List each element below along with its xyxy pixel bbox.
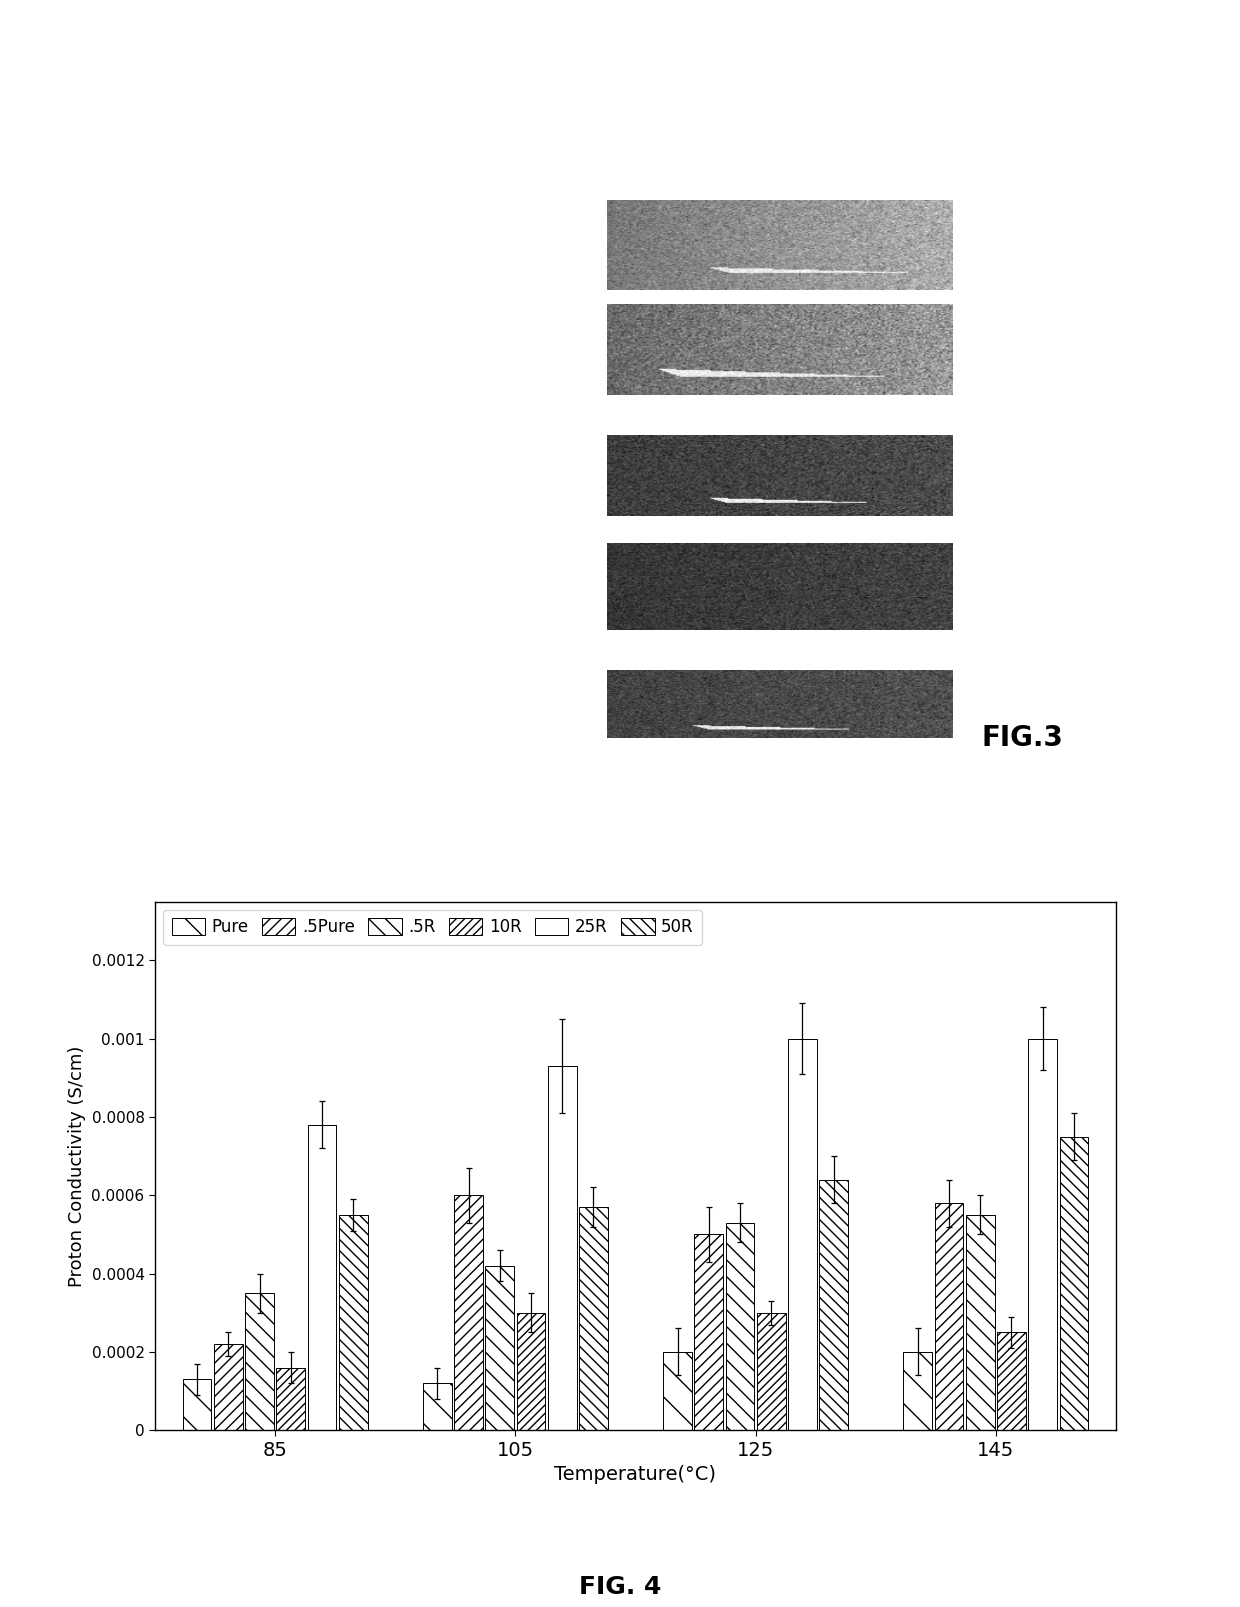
Bar <box>904 1351 932 1430</box>
Bar <box>215 1343 243 1430</box>
Bar <box>935 1204 963 1430</box>
Bar <box>997 1332 1025 1430</box>
Bar <box>966 1215 994 1430</box>
Bar <box>1028 1038 1056 1430</box>
Bar <box>308 1125 336 1430</box>
Legend: Pure, .5Pure, .5R, 10R, 25R, 50R: Pure, .5Pure, .5R, 10R, 25R, 50R <box>164 910 702 945</box>
Bar <box>277 1368 305 1430</box>
Bar <box>454 1196 482 1430</box>
Bar <box>694 1234 723 1430</box>
Bar <box>725 1223 754 1430</box>
Bar <box>756 1313 786 1430</box>
Bar <box>517 1313 546 1430</box>
Bar <box>820 1180 848 1430</box>
Bar <box>246 1294 274 1430</box>
Text: FIG.3: FIG.3 <box>982 723 1064 752</box>
Bar <box>789 1038 817 1430</box>
X-axis label: Temperature(°C): Temperature(°C) <box>554 1466 717 1485</box>
Text: FIG. 4: FIG. 4 <box>579 1575 661 1599</box>
Bar <box>663 1351 692 1430</box>
Bar <box>1060 1136 1089 1430</box>
Bar <box>423 1384 451 1430</box>
Bar <box>182 1379 211 1430</box>
Bar <box>548 1065 577 1430</box>
Bar <box>339 1215 367 1430</box>
Bar <box>485 1266 515 1430</box>
Y-axis label: Proton Conductivity (S/cm): Proton Conductivity (S/cm) <box>68 1045 86 1287</box>
Bar <box>579 1207 608 1430</box>
